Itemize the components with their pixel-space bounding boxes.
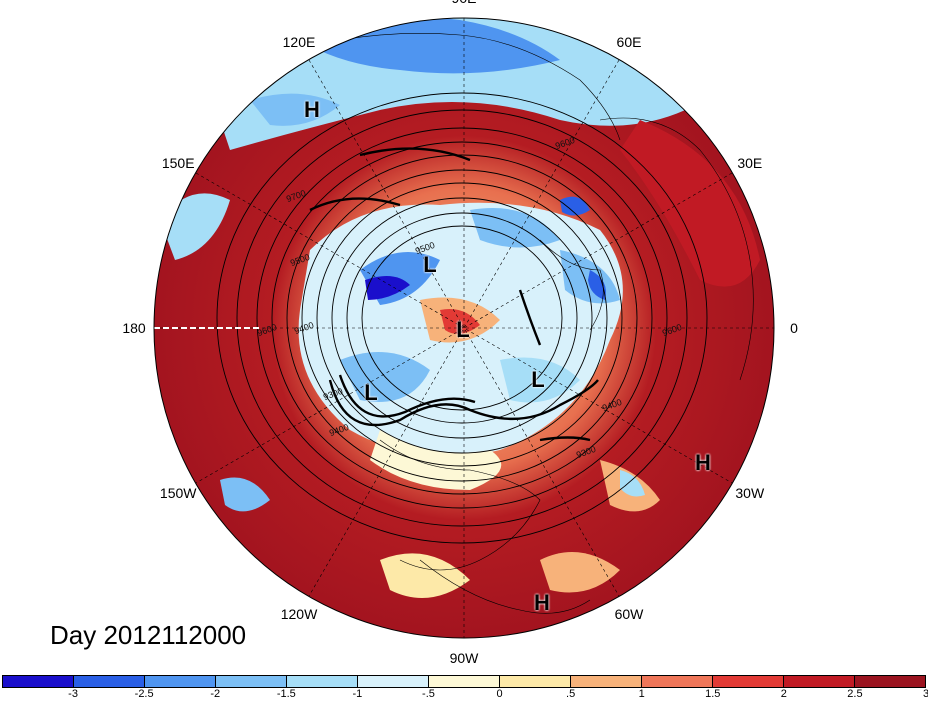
longitude-label: 180: [122, 320, 146, 336]
colorbar-tick-label: -1.5: [276, 688, 296, 700]
longitude-label: 150E: [161, 155, 195, 171]
colorbar-tick-label: 0: [496, 688, 503, 700]
colorbar-cell: [713, 676, 784, 687]
longitude-label: 60E: [616, 34, 642, 51]
colorbar-cell: [642, 676, 713, 687]
longitude-label: 120W: [280, 605, 318, 622]
geopotential-contours: [216, 92, 708, 544]
longitude-label: 90E: [452, 0, 477, 6]
colorbar-tick-label: -3: [68, 688, 78, 700]
colorbar-cell: [287, 676, 358, 687]
coastlines: [339, 33, 754, 614]
map-boundary: [153, 17, 775, 639]
colorbar-tick-label: -1: [352, 688, 363, 700]
longitude-label: 120E: [282, 34, 316, 51]
colorbar-tick-label: .5: [566, 688, 576, 700]
colorbar: [2, 675, 926, 688]
colorbar-cell: [216, 676, 287, 687]
colorbar-cell: [74, 676, 145, 687]
longitude-label: 0: [790, 320, 798, 336]
day-title: Day 2012112000: [50, 620, 247, 650]
colorbar-tick-label: 3: [922, 688, 928, 700]
colorbar-cell: [855, 676, 925, 687]
longitude-label: 30W: [735, 485, 765, 501]
low-pressure-label: L: [423, 252, 437, 277]
low-pressure-label: L: [364, 380, 378, 405]
colorbar-tick-label: -.5: [422, 688, 435, 700]
colorbar-tick-label: 1.5: [705, 688, 721, 700]
longitude-label: 150W: [159, 485, 197, 501]
colorbar-tick-label: 2.5: [847, 688, 863, 700]
high-pressure-label: H: [695, 450, 711, 475]
high-pressure-label: H: [304, 97, 320, 122]
low-pressure-label: L: [531, 367, 545, 392]
colorbar-tick-label: -2.5: [134, 688, 154, 700]
colorbar-tick-label: 1: [638, 688, 645, 700]
colorbar-cell: [145, 676, 216, 687]
longitude-label: 60W: [614, 605, 644, 622]
colorbar-tick-label: 2: [780, 688, 787, 700]
colorbar-tick-label: -2: [210, 688, 221, 700]
low-pressure-label: L: [456, 317, 470, 342]
longitude-label: 30E: [737, 155, 763, 171]
colorbar-cell: [429, 676, 500, 687]
jet-contours: [309, 147, 599, 442]
longitude-label: 90W: [449, 650, 479, 666]
colorbar-cell: [571, 676, 642, 687]
colorbar-cell: [500, 676, 571, 687]
colorbar-cell: [784, 676, 855, 687]
colorbar-ticks: -3 -2.5 -2 -1.5 -1 -.5 0 .5 1 1.5 2 2.5 3: [2, 688, 928, 702]
colorbar-cell: [358, 676, 429, 687]
high-pressure-label: H: [534, 590, 550, 615]
colorbar-cell: [3, 676, 74, 687]
